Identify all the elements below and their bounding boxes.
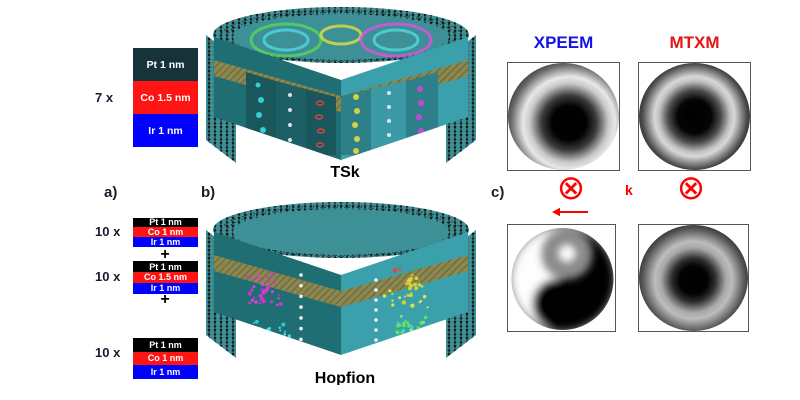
svg-text:TSk: TSk — [330, 164, 359, 181]
svg-text:Hopfion: Hopfion — [315, 370, 375, 385]
